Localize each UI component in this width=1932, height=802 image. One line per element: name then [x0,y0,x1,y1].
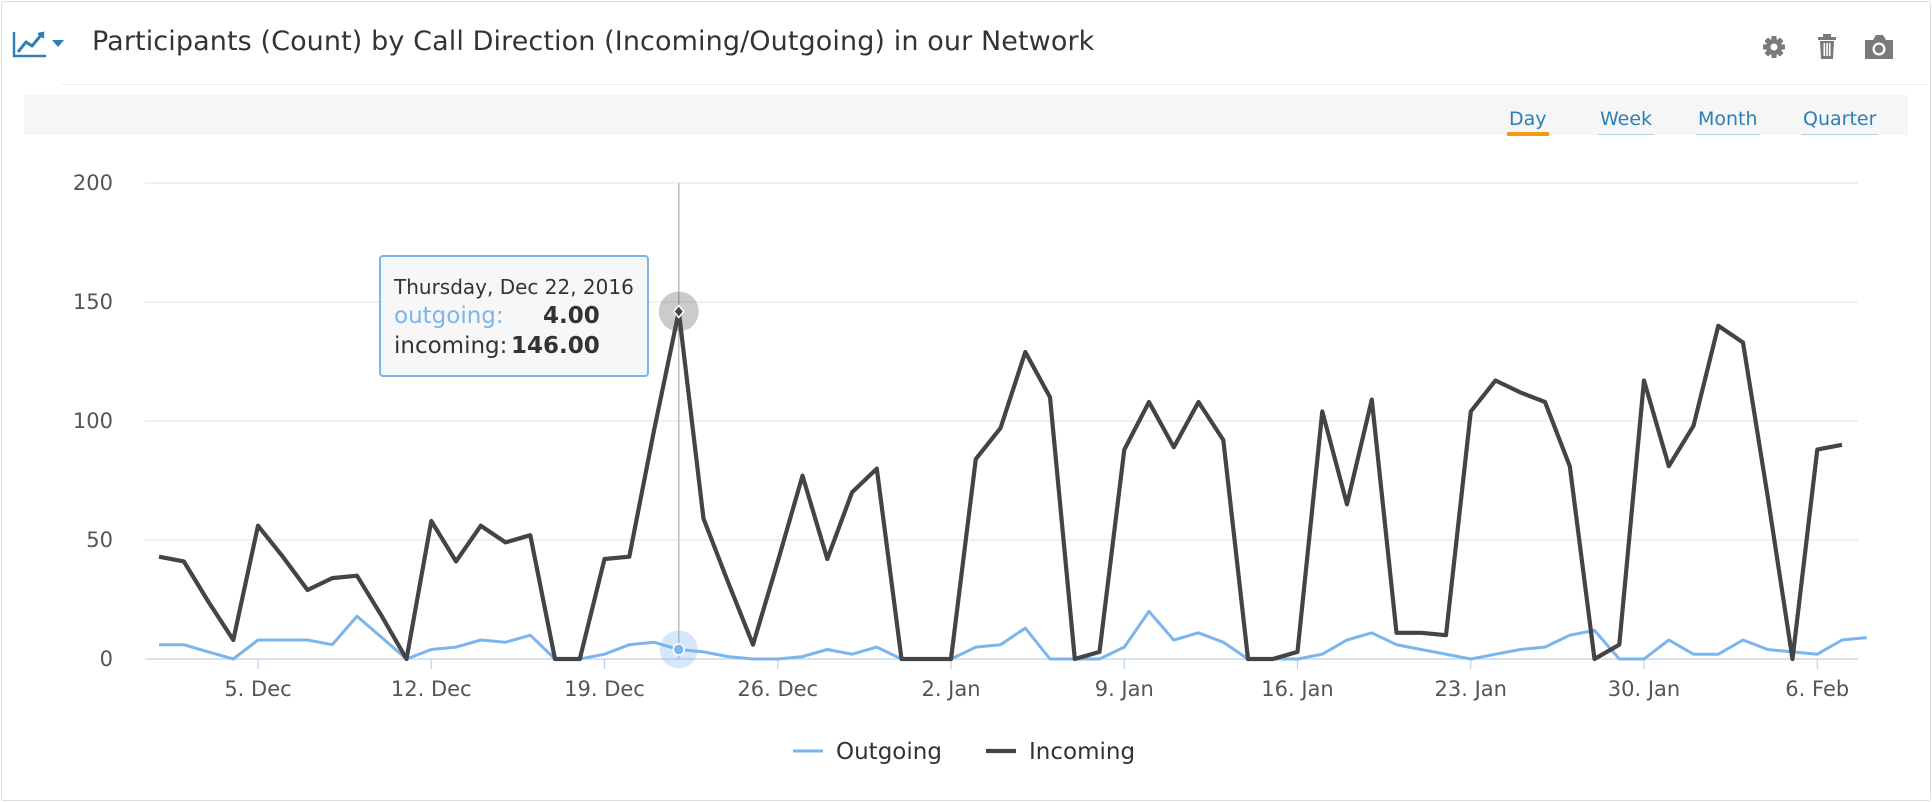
tooltip-outgoing-label: outgoing: [394,303,504,329]
incoming-legend-label[interactable]: Incoming [1029,739,1135,765]
x-tick-label: 5. Dec [224,677,291,701]
chart-type-dropdown[interactable] [12,28,68,62]
chevron-down-icon [52,40,64,47]
range-quarter-button[interactable]: Quarter [1801,108,1879,135]
range-month-button[interactable]: Month [1696,108,1760,135]
outgoing-series-line [159,609,1867,661]
incoming-hover-marker [672,304,685,319]
panel-header: Participants (Count) by Call Direction (… [2,2,1930,86]
range-day-button[interactable]: Day [1507,108,1549,136]
x-tick-label: 23. Jan [1435,677,1507,701]
line-chart-icon [12,31,64,58]
y-tick-label: 0 [100,647,113,671]
x-tick-label: 12. Dec [391,677,472,701]
x-tick-label: 16. Jan [1261,677,1333,701]
incoming-series-line [158,309,1843,662]
gear-icon [1763,36,1785,58]
y-tick-label: 200 [73,171,113,195]
screenshot-button[interactable] [1862,30,1896,64]
y-tick-label: 100 [73,409,113,433]
settings-button[interactable] [1757,30,1791,64]
x-tick-label: 30. Jan [1608,677,1680,701]
tooltip-date: Thursday, Dec 22, 2016 [393,275,634,299]
header-divider [62,84,1928,85]
tooltip-outgoing-value: 4.00 [543,303,600,329]
chart-title: Participants (Count) by Call Direction (… [92,26,1095,57]
trash-icon [1818,34,1836,59]
y-tick-label: 50 [86,528,113,552]
x-tick-label: 6. Feb [1785,677,1849,701]
x-tick-label: 2. Jan [921,677,980,701]
camera-icon [1865,35,1893,59]
delete-button[interactable] [1810,30,1844,64]
x-tick-label: 19. Dec [564,677,645,701]
y-tick-label: 150 [73,290,113,314]
tooltip-box [379,255,649,377]
x-tick-label: 9. Jan [1095,677,1154,701]
tooltip-incoming-value: 146.00 [511,333,600,359]
x-tick-label: 26. Dec [737,677,818,701]
outgoing-hover-marker [672,643,685,656]
range-selector-bar [24,95,1908,135]
tooltip-incoming-label: incoming: [394,333,507,359]
range-week-button[interactable]: Week [1598,108,1655,135]
outgoing-legend-label[interactable]: Outgoing [836,739,942,765]
